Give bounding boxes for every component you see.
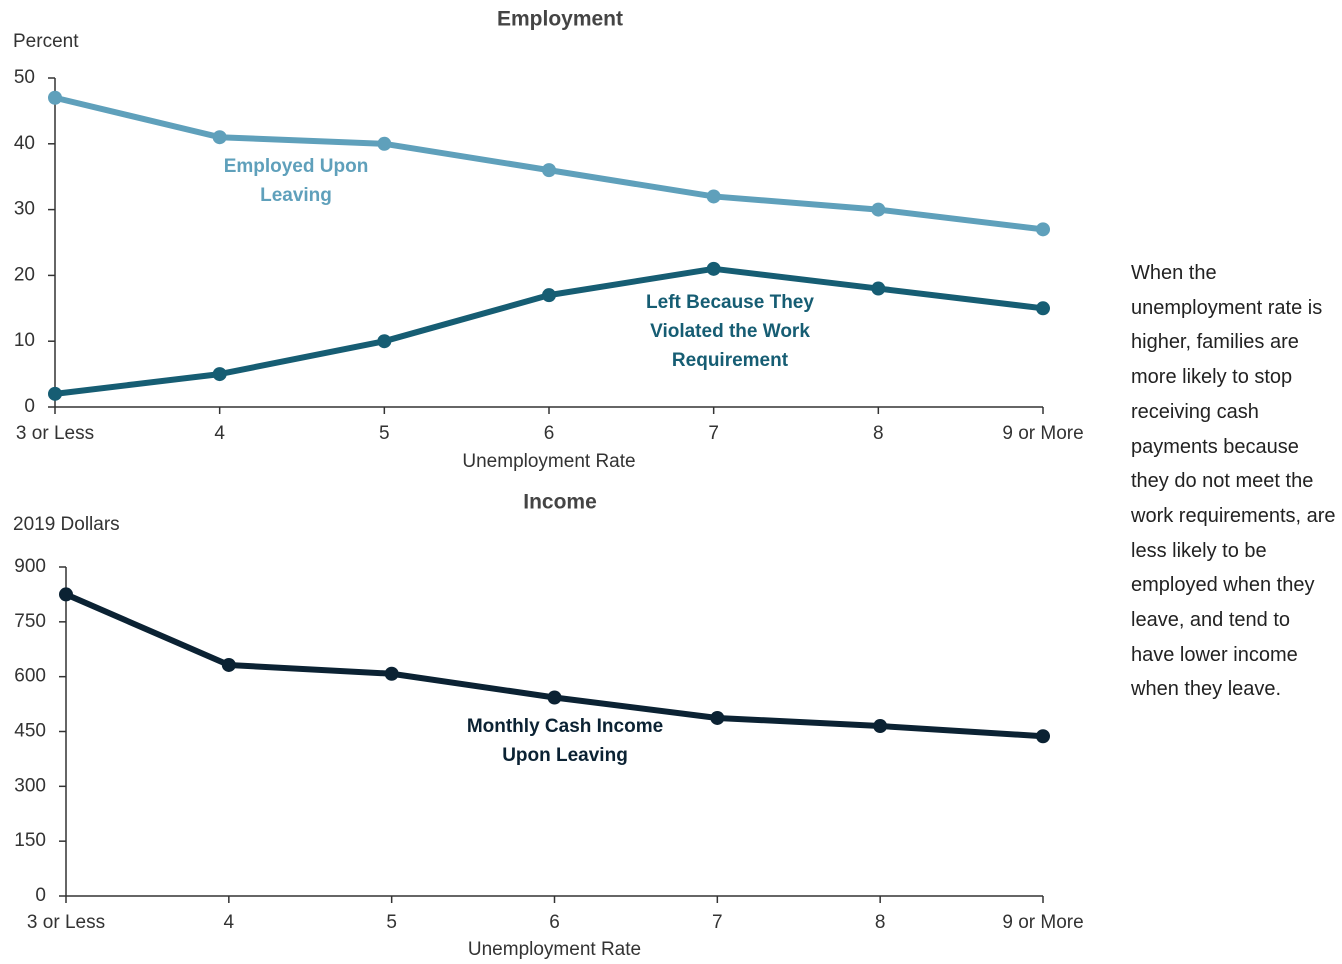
chart-title: Income xyxy=(523,491,597,514)
y-tick-label: 750 xyxy=(14,611,46,632)
y-tick-label: 0 xyxy=(24,396,35,417)
x-axis-label: Unemployment Rate xyxy=(468,939,641,960)
x-tick-label: 5 xyxy=(379,423,390,444)
y-tick-label: 300 xyxy=(14,775,46,796)
y-tick-label: 600 xyxy=(14,666,46,687)
x-axis-label: Unemployment Rate xyxy=(462,451,635,472)
series-label: Employed Upon Leaving xyxy=(223,156,369,206)
x-tick-label: 6 xyxy=(549,912,560,933)
point xyxy=(59,587,73,602)
point xyxy=(212,367,227,382)
point xyxy=(542,163,556,178)
x-tick-label: 7 xyxy=(708,423,719,444)
x-tick-label: 3 or Less xyxy=(16,423,94,444)
point xyxy=(1036,222,1050,237)
line xyxy=(54,265,1044,397)
series-label: Left Because They Violated the Work Requ… xyxy=(646,292,814,371)
point xyxy=(212,130,227,145)
point xyxy=(871,281,886,296)
y-tick-label: 450 xyxy=(14,721,46,742)
y-axis-label: 2019 Dollars xyxy=(13,514,120,535)
point xyxy=(48,90,62,105)
y-tick-label: 150 xyxy=(14,830,46,851)
y-tick-label: 50 xyxy=(14,67,35,88)
point xyxy=(542,288,556,303)
point xyxy=(706,261,721,276)
y-tick-label: 40 xyxy=(14,133,35,154)
y-tick-label: 20 xyxy=(14,264,35,285)
point xyxy=(1036,729,1050,744)
point xyxy=(547,690,562,705)
chart-title: Employment xyxy=(497,8,623,31)
y-tick-label: 0 xyxy=(35,885,46,906)
side-note: When the unemployment rate is higher, fa… xyxy=(1131,262,1336,701)
series-label: Monthly Cash Income Upon Leaving xyxy=(466,716,664,766)
x-tick-label: 9 or More xyxy=(1002,912,1083,933)
point xyxy=(706,189,721,204)
y-tick-label: 10 xyxy=(14,330,35,351)
x-tick-label: 7 xyxy=(712,912,723,933)
point xyxy=(48,386,62,401)
point xyxy=(710,710,725,725)
y-tick-label: 30 xyxy=(14,199,35,220)
y-tick-label: 900 xyxy=(14,556,46,577)
x-tick-label: 5 xyxy=(386,912,397,933)
point xyxy=(384,666,399,681)
point xyxy=(871,202,886,217)
point xyxy=(1036,301,1050,316)
x-tick-label: 6 xyxy=(544,423,555,444)
x-tick-label: 8 xyxy=(875,912,886,933)
x-tick-label: 4 xyxy=(214,423,225,444)
x-tick-label: 9 or More xyxy=(1002,423,1083,444)
x-tick-label: 8 xyxy=(873,423,884,444)
point xyxy=(221,657,236,672)
x-tick-label: 4 xyxy=(224,912,235,933)
point xyxy=(873,719,888,734)
point xyxy=(377,334,392,349)
x-tick-label: 3 or Less xyxy=(27,912,105,933)
y-axis-label: Percent xyxy=(13,31,79,52)
point xyxy=(377,136,392,151)
